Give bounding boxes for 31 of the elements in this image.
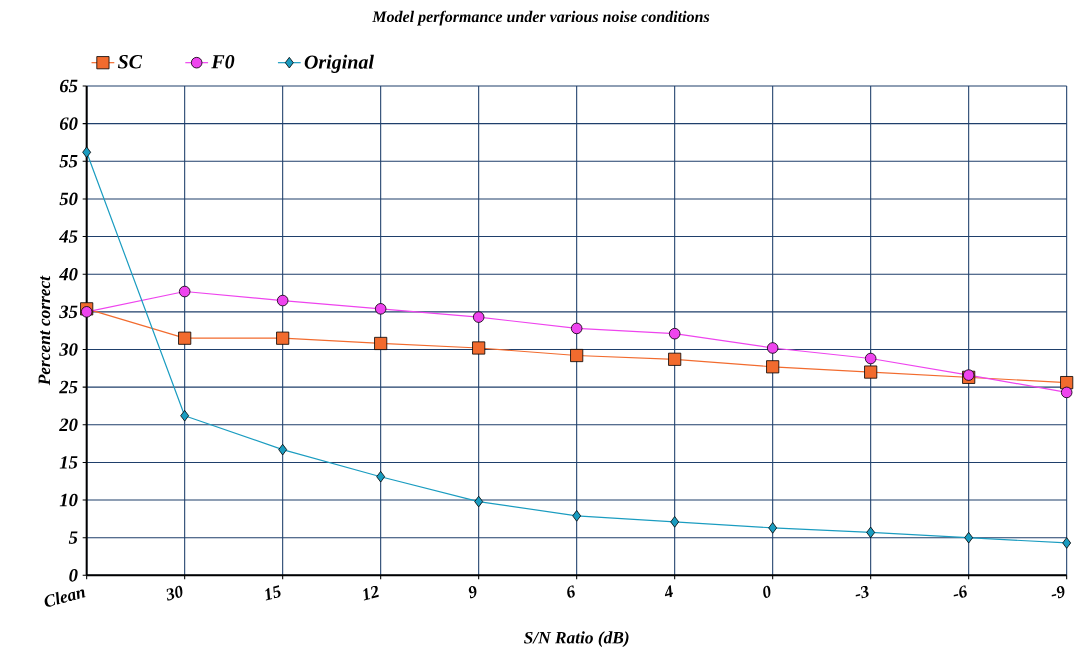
x-tick-label: 15 [265,585,281,601]
x-tick-label: -3 [855,585,869,599]
x-tick-label: Clean [44,589,86,607]
y-tick-label: 55 [59,155,78,168]
x-tick-label: 4 [664,585,673,598]
y-tick-label: 35 [59,305,78,319]
x-tick-label: -9 [1051,585,1065,599]
chart-title: Model performance under various noise conditions [372,10,710,26]
y-tick-label: 0 [69,569,78,582]
y-tick-label: 10 [59,493,78,507]
y-tick-label: 25 [59,380,78,394]
legend-label: SC [117,55,143,69]
y-tick-label: 45 [59,230,78,243]
x-axis-title: S/N Ratio (dB) [524,631,629,648]
y-tick-label: 50 [59,192,78,206]
x-tick-label: 6 [567,585,575,598]
y-tick-label: 20 [59,418,78,432]
x-tick-label: 30 [166,585,183,601]
y-tick-label: 5 [68,531,78,544]
y-tick-label: 30 [59,343,78,356]
x-tick-label: 12 [363,585,379,601]
y-tick-label: 60 [59,117,78,130]
y-tick-label: 15 [59,456,78,469]
x-tick-label: 9 [468,585,477,599]
y-axis-title: Percent correct [38,275,51,386]
legend-label: Original [304,54,374,73]
y-tick-label: 65 [59,79,78,93]
legend-label: F0 [211,55,235,69]
y-tick-label: 40 [59,267,78,281]
x-tick-label: 0 [763,585,771,598]
x-tick-label: -6 [953,585,967,598]
